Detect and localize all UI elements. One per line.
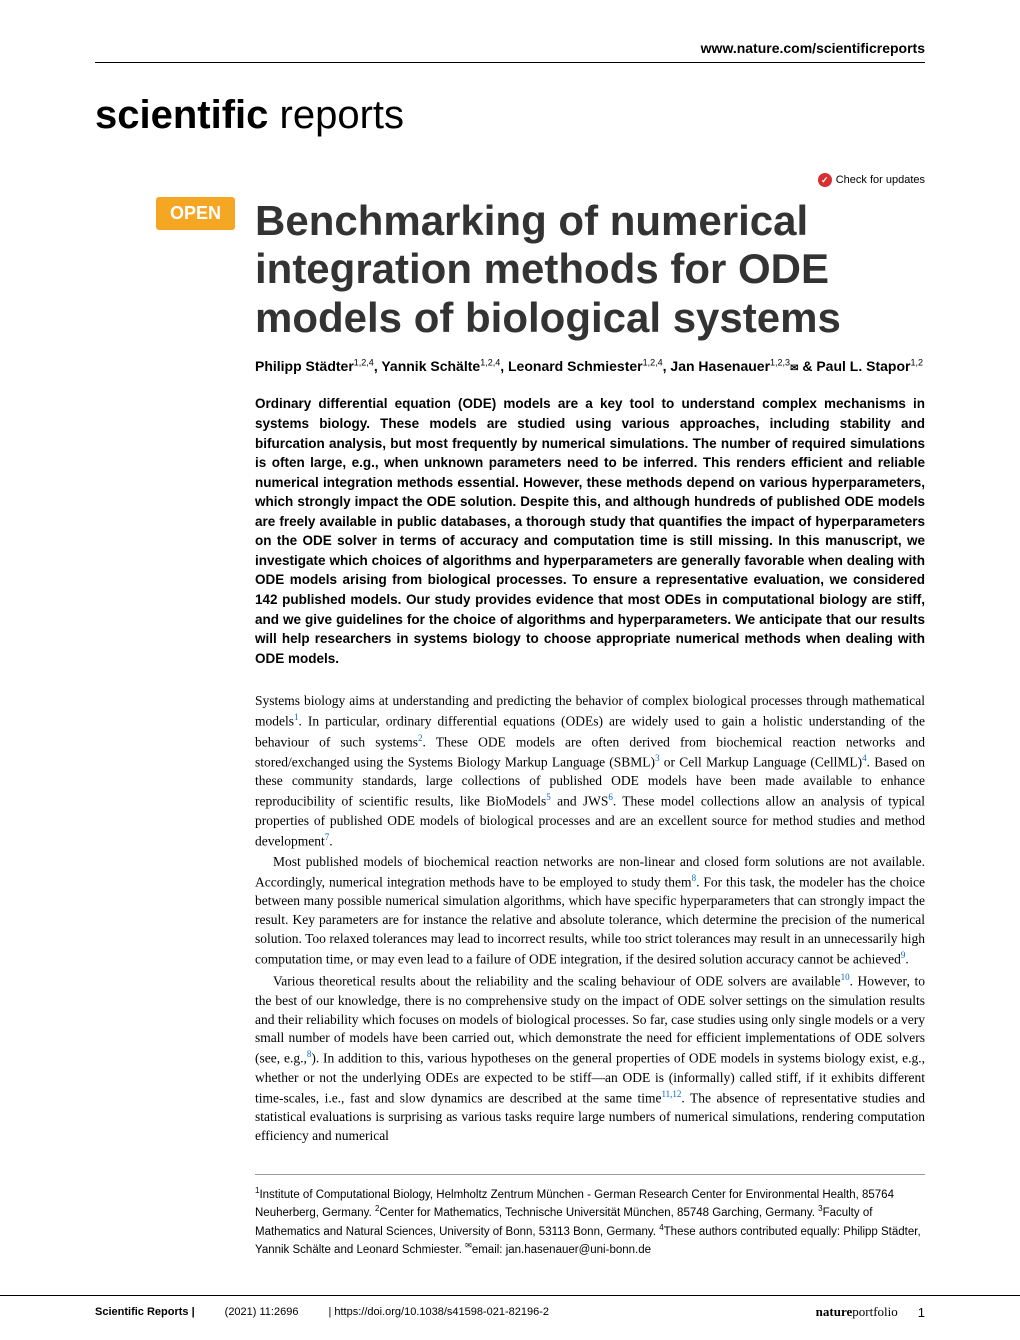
check-updates-label: Check for updates xyxy=(836,174,925,186)
page-container: www.nature.com/scientificreports scienti… xyxy=(0,0,1020,1340)
journal-logo-bold: scientific xyxy=(95,93,268,137)
nature-portfolio-light: portfolio xyxy=(852,1304,898,1319)
nature-portfolio-logo: natureportfolio xyxy=(816,1304,898,1320)
left-column: OPEN xyxy=(95,197,235,1259)
article-title: Benchmarking of numerical integration me… xyxy=(255,197,925,342)
footer-doi[interactable]: | https://doi.org/10.1038/s41598-021-821… xyxy=(328,1306,549,1318)
body-paragraph-1: Systems biology aims at understanding an… xyxy=(255,692,925,851)
footer-citation: (2021) 11:2696 xyxy=(225,1306,299,1318)
affiliations: 1Institute of Computational Biology, Hel… xyxy=(255,1174,925,1259)
body-paragraph-3: Various theoretical results about the re… xyxy=(255,971,925,1146)
footer-right: natureportfolio 1 xyxy=(816,1304,925,1320)
abstract-text: Ordinary differential equation (ODE) mod… xyxy=(255,394,925,668)
footer-journal-name: Scientific Reports | xyxy=(95,1306,195,1318)
page-footer: Scientific Reports | (2021) 11:2696 | ht… xyxy=(0,1295,1020,1320)
authors-list: Philipp Städter1,2,4, Yannik Schälte1,2,… xyxy=(255,356,925,377)
body-text: Systems biology aims at understanding an… xyxy=(255,692,925,1145)
check-updates-link[interactable]: ✓ Check for updates xyxy=(95,173,925,187)
nature-portfolio-bold: nature xyxy=(816,1304,853,1319)
open-access-badge: OPEN xyxy=(156,197,235,230)
journal-logo-light: reports xyxy=(268,93,404,137)
header-url[interactable]: www.nature.com/scientificreports xyxy=(95,40,925,56)
body-paragraph-2: Most published models of biochemical rea… xyxy=(255,853,925,969)
journal-logo: scientific reports xyxy=(95,93,925,138)
page-number: 1 xyxy=(918,1305,925,1320)
main-content: OPEN Benchmarking of numerical integrati… xyxy=(95,197,925,1259)
check-updates-icon: ✓ xyxy=(818,173,832,187)
footer-left: Scientific Reports | (2021) 11:2696 | ht… xyxy=(95,1306,549,1318)
right-column: Benchmarking of numerical integration me… xyxy=(255,197,925,1259)
header-divider xyxy=(95,62,925,63)
